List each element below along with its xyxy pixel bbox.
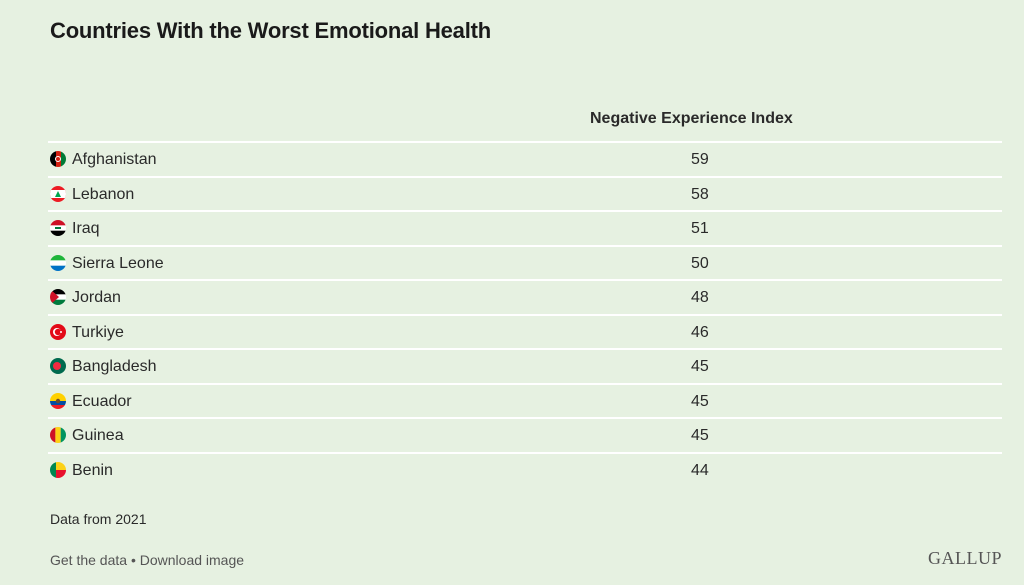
index-value: 45 — [691, 392, 709, 410]
index-value: 45 — [691, 358, 709, 375]
country-name: Bangladesh — [72, 358, 157, 375]
data-note: Data from 2021 — [50, 511, 147, 527]
country-name: Turkiye — [72, 323, 124, 341]
country-name: Benin — [72, 461, 113, 479]
table-row: Bangladesh 45 — [48, 348, 1002, 383]
afghanistan-flag-icon — [50, 151, 66, 167]
iraq-flag-icon — [50, 220, 66, 236]
index-value: 48 — [691, 289, 709, 306]
country-name: Lebanon — [72, 185, 135, 203]
table-row: Guinea 45 — [48, 417, 1002, 452]
table-row: Sierra Leone 50 — [48, 244, 1002, 280]
download-image-link[interactable]: Download image — [139, 552, 245, 568]
index-value: 51 — [691, 220, 709, 237]
table-row: Iraq 51 — [48, 210, 1002, 245]
index-value: 59 — [691, 151, 709, 168]
table-row: Ecuador 45 — [48, 382, 1002, 418]
ecuador-flag-icon — [50, 392, 66, 409]
chart-title: Countries With the Worst Emotional Healt… — [50, 18, 491, 43]
country-name: Iraq — [72, 220, 100, 237]
table-row: Jordan 48 — [48, 279, 1002, 314]
index-value: 50 — [691, 254, 709, 272]
bangladesh-flag-icon — [50, 358, 66, 374]
column-header: Negative Experience Index — [590, 110, 793, 127]
index-value: 58 — [691, 185, 709, 203]
sierra-leone-flag-icon — [50, 254, 66, 271]
gallup-logo: GALLUP — [928, 548, 1002, 568]
turkiye-flag-icon — [50, 323, 66, 340]
country-name: Guinea — [72, 427, 124, 444]
guinea-flag-icon — [50, 427, 66, 443]
index-value: 46 — [691, 323, 709, 341]
jordan-flag-icon — [50, 289, 66, 305]
footer-links: Get the data • Download image — [50, 552, 244, 568]
index-value: 45 — [691, 427, 709, 444]
country-name: Jordan — [72, 289, 121, 306]
benin-flag-icon — [50, 461, 66, 478]
country-name: Ecuador — [72, 392, 132, 410]
table-row: Benin 44 — [48, 451, 1002, 487]
table-row: Turkiye 46 — [48, 313, 1002, 349]
get-data-link[interactable]: Get the data — [50, 552, 128, 568]
country-name: Afghanistan — [72, 151, 157, 168]
country-name: Sierra Leone — [72, 254, 164, 272]
data-table: Afghanistan 59 Lebanon 58 Iraq 51 Sierra Leone… — [48, 141, 1002, 486]
table-row: Afghanistan 59 — [48, 141, 1002, 176]
link-separator: • — [127, 552, 140, 568]
lebanon-flag-icon — [50, 185, 66, 202]
index-value: 44 — [691, 461, 709, 479]
table-row: Lebanon 58 — [48, 175, 1002, 211]
